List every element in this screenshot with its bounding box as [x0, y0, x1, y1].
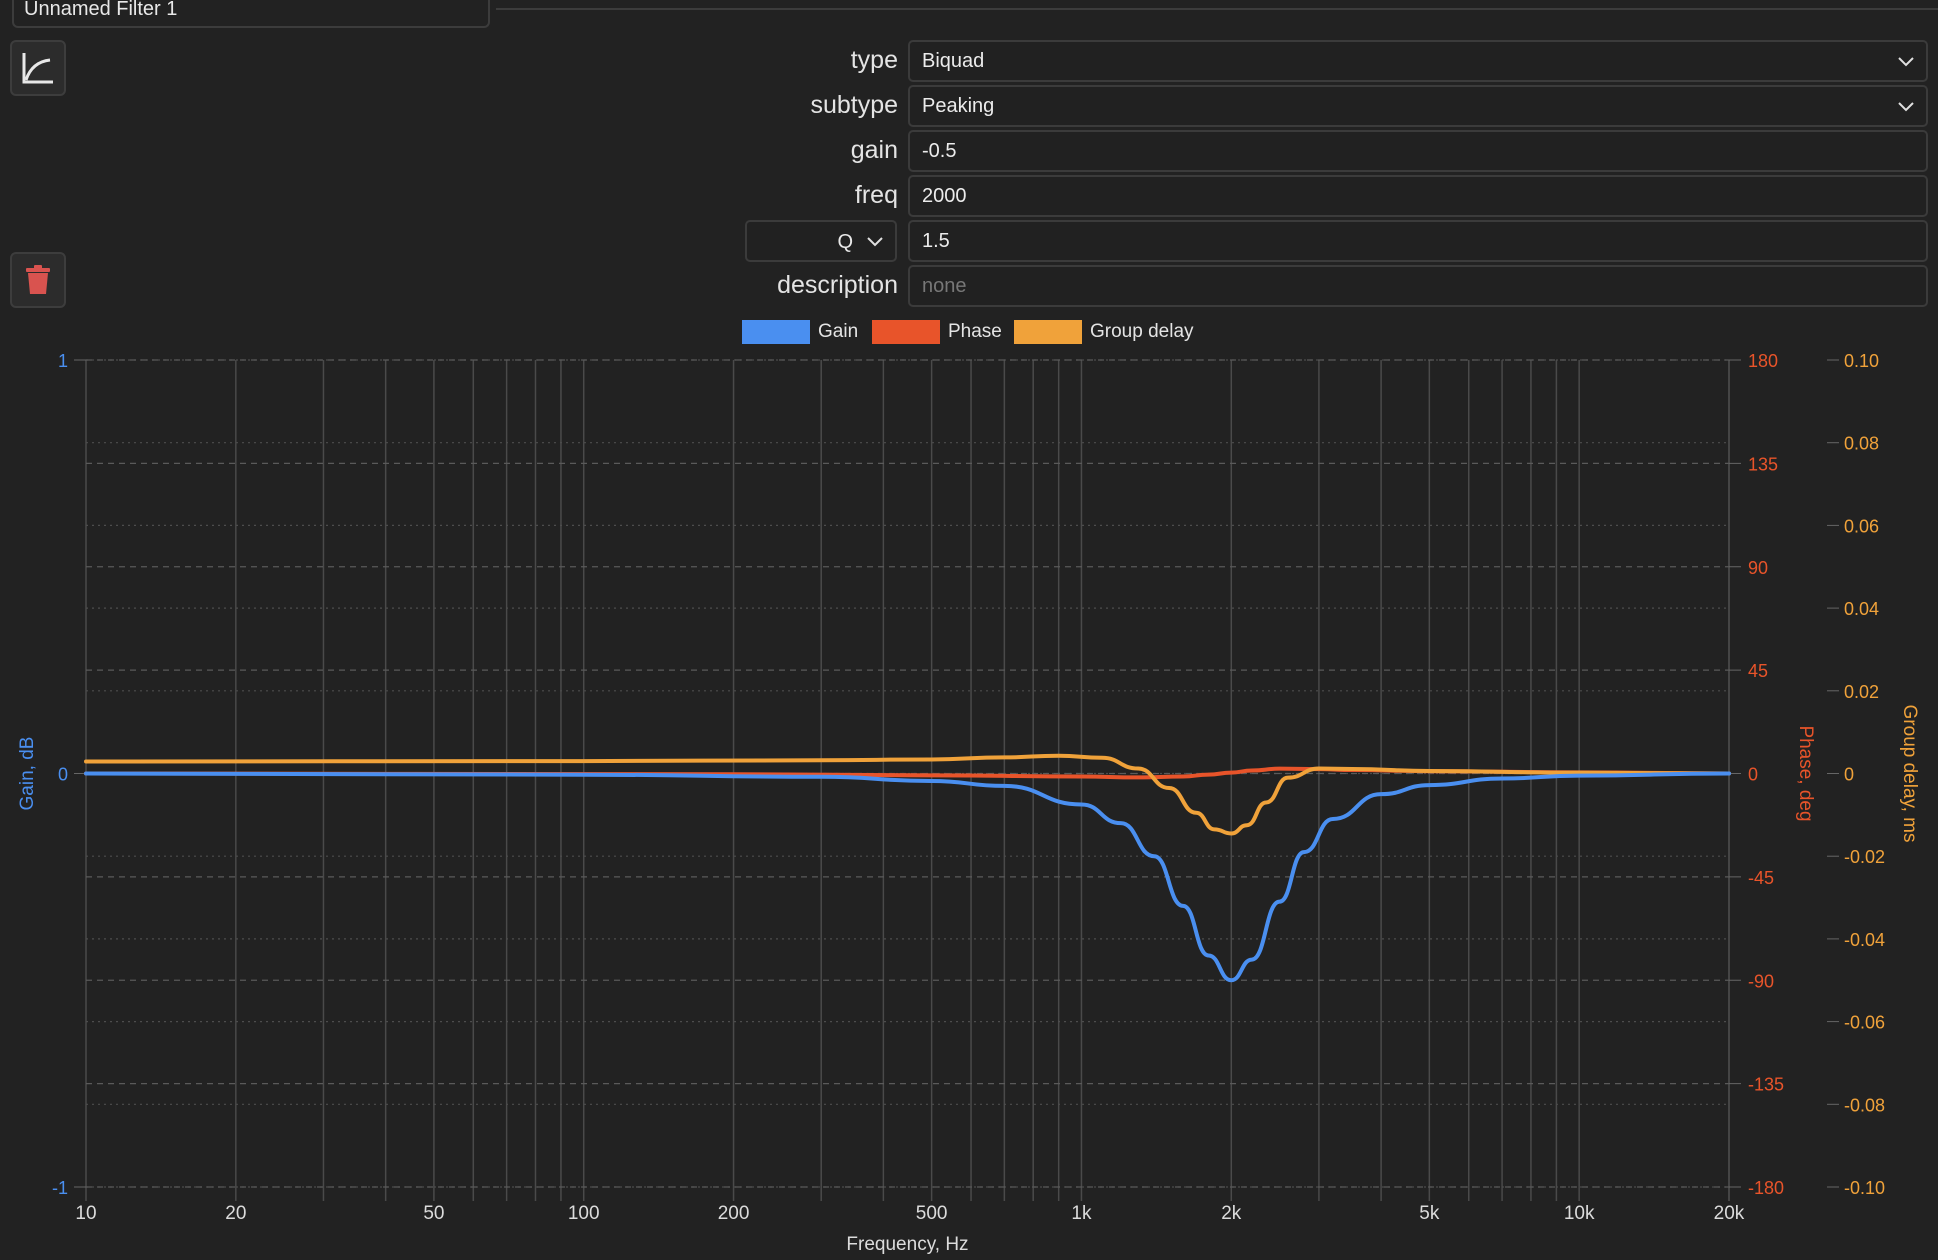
filter-name: Unnamed Filter 1 — [24, 0, 178, 20]
gain-row: gain — [0, 130, 1938, 172]
chevron-down-icon — [1898, 102, 1914, 112]
gain-tick-label: 0 — [58, 765, 68, 785]
phase-tick-label: 0 — [1748, 765, 1758, 785]
group-delay-tick-label: 0.08 — [1844, 434, 1879, 454]
group-delay-axis-label: Group delay, ms — [1899, 705, 1920, 843]
gain-label: gain — [850, 136, 898, 164]
group-delay-tick-label: 0.04 — [1844, 599, 1879, 619]
group-delay-tick-label: 0 — [1844, 765, 1854, 785]
legend-phase-swatch — [872, 320, 940, 344]
q-row: Q — [0, 220, 1938, 262]
legend-group-delay-swatch — [1014, 320, 1082, 344]
x-tick-label: 20k — [1714, 1203, 1745, 1224]
subtype-row: subtype Peaking — [0, 85, 1938, 127]
type-value: Biquad — [922, 50, 985, 72]
group-delay-tick-label: -0.10 — [1844, 1178, 1885, 1198]
legend-phase[interactable]: Phase — [872, 320, 1002, 344]
legend-group-delay[interactable]: Group delay — [1014, 320, 1194, 344]
legend-gain-swatch — [742, 320, 810, 344]
group-delay-tick-label: 0.06 — [1844, 516, 1879, 536]
chart-legend: Gain Phase Group delay — [0, 320, 1938, 348]
x-tick-label: 100 — [568, 1203, 600, 1224]
x-axis-label: Frequency, Hz — [846, 1234, 968, 1255]
plot-button[interactable] — [10, 40, 66, 96]
phase-tick-label: -90 — [1748, 971, 1774, 991]
description-label: description — [777, 271, 898, 299]
x-tick-label: 500 — [916, 1203, 948, 1224]
x-tick-label: 1k — [1071, 1203, 1092, 1224]
q-input[interactable] — [908, 220, 1928, 262]
gain-axis-label: Gain, dB — [17, 737, 38, 811]
chevron-down-icon — [1898, 57, 1914, 67]
x-tick-label: 50 — [423, 1203, 444, 1224]
phase-tick-label: -135 — [1748, 1075, 1784, 1095]
title-divider — [496, 8, 1938, 10]
group-delay-tick-label: 0.02 — [1844, 682, 1879, 702]
x-tick-label: 5k — [1419, 1203, 1440, 1224]
group-delay-tick-label: 0.10 — [1844, 351, 1879, 371]
freq-input[interactable] — [908, 175, 1928, 217]
phase-tick-label: 135 — [1748, 454, 1778, 474]
filter-name-tab[interactable]: Unnamed Filter 1 — [12, 0, 490, 28]
trash-icon — [26, 265, 50, 294]
description-input[interactable] — [908, 265, 1928, 307]
phase-tick-label: -180 — [1748, 1178, 1784, 1198]
legend-gain-label: Gain — [818, 321, 859, 342]
group-delay-tick-label: -0.08 — [1844, 1095, 1885, 1115]
legend-group-delay-label: Group delay — [1090, 321, 1194, 342]
type-row: type Biquad — [0, 40, 1938, 82]
group-delay-tick-label: -0.06 — [1844, 1013, 1885, 1033]
gain-line — [84, 771, 1731, 983]
chevron-down-icon — [867, 237, 883, 247]
legend-phase-label: Phase — [948, 321, 1002, 342]
subtype-value: Peaking — [922, 95, 995, 117]
phase-tick-label: 45 — [1748, 661, 1768, 681]
type-select[interactable]: Biquad — [908, 40, 1928, 82]
group-delay-line — [84, 753, 1731, 836]
x-tick-label: 10k — [1564, 1203, 1595, 1224]
x-tick-label: 20 — [225, 1203, 246, 1224]
gain-tick-label: -1 — [52, 1178, 68, 1198]
q-mode-value: Q — [837, 231, 853, 253]
type-label: type — [850, 46, 898, 74]
phase-line — [84, 766, 1731, 780]
subtype-select[interactable]: Peaking — [908, 85, 1928, 127]
phase-tick-label: -45 — [1748, 868, 1774, 888]
x-tick-label: 10 — [75, 1203, 96, 1224]
gain-tick-label: 1 — [58, 351, 68, 371]
legend-gain[interactable]: Gain — [742, 320, 858, 344]
delete-filter-button[interactable] — [10, 252, 66, 308]
freq-label: freq — [854, 181, 898, 209]
phase-tick-label: 90 — [1748, 558, 1768, 578]
subtype-label: subtype — [810, 91, 898, 119]
phase-tick-label: 180 — [1748, 351, 1778, 371]
gain-input[interactable] — [908, 130, 1928, 172]
q-mode-select[interactable]: Q — [745, 220, 897, 262]
phase-axis-label: Phase, deg — [1795, 725, 1816, 821]
x-tick-label: 200 — [718, 1203, 750, 1224]
description-row: description — [0, 265, 1938, 307]
chart-line-icon — [22, 53, 53, 84]
group-delay-tick-label: -0.04 — [1844, 930, 1885, 950]
x-tick-label: 2k — [1221, 1203, 1242, 1224]
freq-row: freq — [0, 175, 1938, 217]
group-delay-tick-label: -0.02 — [1844, 847, 1885, 867]
